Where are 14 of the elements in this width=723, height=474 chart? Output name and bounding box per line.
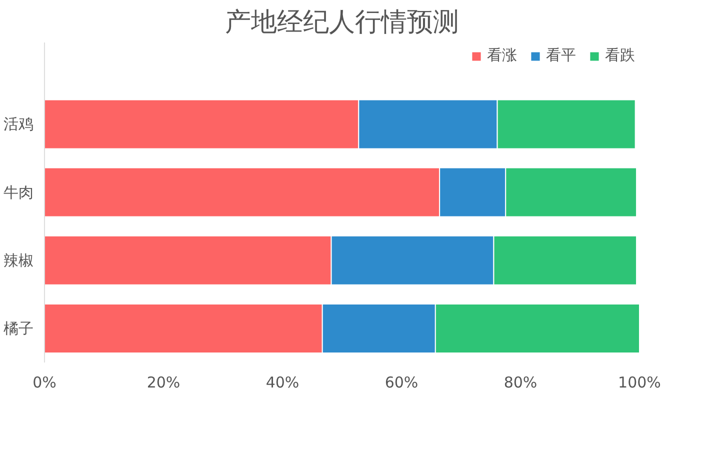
x-tick-label: 40%: [266, 374, 300, 392]
x-tick-label: 20%: [146, 374, 180, 392]
chart-title: 产地经纪人行情预测: [225, 8, 459, 38]
x-tick-label: 80%: [504, 374, 538, 392]
y-tick-label: 橘子: [4, 319, 34, 338]
y-tick-label: 辣椒: [4, 251, 34, 270]
legend-label: 看跌: [605, 46, 635, 65]
x-tick-label: 60%: [384, 374, 418, 392]
legend-label: 看平: [546, 46, 576, 65]
legend-label: 看涨: [487, 46, 517, 65]
x-tick-label: 100%: [618, 374, 661, 392]
y-tick-label: 活鸡: [4, 115, 34, 134]
x-tick-label: 0%: [32, 374, 56, 392]
y-tick-label: 牛肉: [4, 183, 34, 202]
